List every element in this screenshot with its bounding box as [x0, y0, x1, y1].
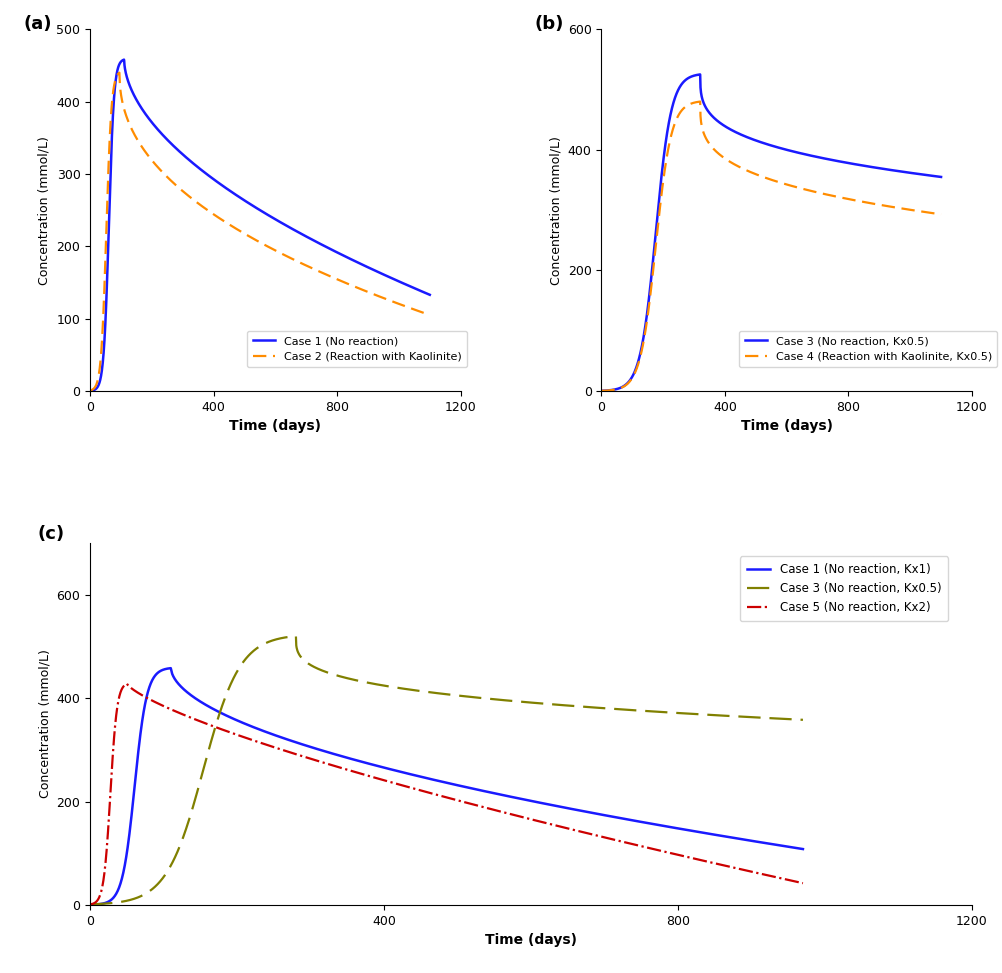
Case 3 (No reaction, Kx0.5)	[613, 382, 625, 394]
Case 3 (No reaction, Kx0.5)	[935, 171, 947, 183]
Case 3 (No reaction, Kx0.5)	[120, 895, 132, 907]
Text: (c): (c)	[37, 525, 64, 543]
Case 3 (No reaction, Kx0.5)	[863, 161, 875, 172]
Y-axis label: Concentration (mmol/L): Concentration (mmol/L)	[38, 135, 51, 284]
Legend: Case 1 (No reaction, Kx1), Case 3 (No reaction, Kx0.5), Case 5 (No reaction, Kx2: Case 1 (No reaction, Kx1), Case 3 (No re…	[739, 557, 949, 621]
Case 2 (Reaction with Kaolinite)	[414, 306, 426, 317]
Line: Case 4 (Reaction with Kaolinite, Kx0.5): Case 4 (Reaction with Kaolinite, Kx0.5)	[601, 101, 941, 391]
Case 1 (No reaction, Kx1)	[777, 840, 789, 851]
Case 1 (No reaction, Kx1)	[797, 844, 809, 855]
Case 1 (No reaction, Kx1)	[431, 775, 443, 786]
Case 3 (No reaction, Kx0.5)	[777, 713, 789, 725]
Case 3 (No reaction, Kx0.5)	[595, 385, 607, 397]
Y-axis label: Concentration (mmol/L): Concentration (mmol/L)	[38, 650, 51, 799]
Case 1 (No reaction, Kx1)	[777, 840, 789, 851]
Case 1 (No reaction, Kx1)	[120, 849, 132, 861]
Case 4 (Reaction with Kaolinite, Kx0.5)	[926, 207, 938, 219]
Case 1 (No reaction, Kx1)	[84, 899, 96, 911]
Case 5 (No reaction, Kx2)	[797, 878, 809, 889]
Case 1 (No reaction, Kx1)	[164, 663, 176, 674]
Case 1 (No reaction, Kx1)	[645, 818, 657, 830]
Case 4 (Reaction with Kaolinite, Kx0.5)	[613, 382, 625, 394]
Case 1 (No reaction)	[424, 289, 436, 301]
Case 1 (No reaction)	[414, 285, 426, 297]
Text: (b): (b)	[535, 15, 564, 33]
X-axis label: Time (days): Time (days)	[485, 933, 577, 947]
Case 4 (Reaction with Kaolinite, Kx0.5)	[694, 95, 706, 107]
Case 4 (Reaction with Kaolinite, Kx0.5)	[761, 172, 773, 184]
Case 5 (No reaction, Kx2)	[777, 873, 789, 884]
Case 1 (No reaction)	[84, 385, 96, 397]
Legend: Case 1 (No reaction), Case 2 (Reaction with Kaolinite): Case 1 (No reaction), Case 2 (Reaction w…	[246, 331, 467, 368]
Line: Case 1 (No reaction, Kx1): Case 1 (No reaction, Kx1)	[90, 668, 803, 905]
Case 3 (No reaction, Kx0.5)	[694, 68, 706, 80]
Case 2 (Reaction with Kaolinite)	[84, 384, 96, 396]
Case 2 (Reaction with Kaolinite)	[240, 229, 253, 240]
Line: Case 3 (No reaction, Kx0.5): Case 3 (No reaction, Kx0.5)	[90, 636, 803, 904]
Text: (a): (a)	[23, 15, 52, 33]
Case 3 (No reaction, Kx0.5)	[761, 138, 773, 150]
Line: Case 2 (Reaction with Kaolinite): Case 2 (Reaction with Kaolinite)	[90, 73, 430, 390]
Case 3 (No reaction, Kx0.5)	[752, 135, 764, 147]
Case 5 (No reaction, Kx2)	[431, 789, 443, 801]
Case 4 (Reaction with Kaolinite, Kx0.5)	[935, 208, 947, 220]
Legend: Case 3 (No reaction, Kx0.5), Case 4 (Reaction with Kaolinite, Kx0.5): Case 3 (No reaction, Kx0.5), Case 4 (Rea…	[738, 331, 997, 368]
Case 3 (No reaction, Kx0.5)	[925, 170, 937, 182]
Case 3 (No reaction, Kx0.5)	[797, 714, 809, 726]
Case 4 (Reaction with Kaolinite, Kx0.5)	[863, 198, 875, 209]
Case 5 (No reaction, Kx2)	[84, 898, 96, 910]
Case 5 (No reaction, Kx2)	[645, 843, 657, 854]
Case 1 (No reaction)	[101, 262, 113, 273]
Case 2 (Reaction with Kaolinite)	[249, 234, 262, 246]
Case 2 (Reaction with Kaolinite)	[352, 282, 364, 294]
Case 4 (Reaction with Kaolinite, Kx0.5)	[925, 207, 937, 219]
Case 1 (No reaction)	[118, 54, 130, 65]
Case 1 (No reaction)	[352, 257, 364, 269]
X-axis label: Time (days): Time (days)	[740, 419, 833, 433]
Case 1 (No reaction)	[249, 201, 262, 213]
Y-axis label: Concentration (mmol/L): Concentration (mmol/L)	[549, 135, 562, 284]
Case 3 (No reaction, Kx0.5)	[431, 687, 443, 699]
Case 5 (No reaction, Kx2)	[412, 784, 424, 796]
Case 5 (No reaction, Kx2)	[120, 678, 132, 690]
Case 1 (No reaction, Kx1)	[412, 771, 424, 782]
Case 5 (No reaction, Kx2)	[121, 678, 133, 690]
Case 1 (No reaction)	[414, 285, 426, 297]
Case 3 (No reaction, Kx0.5)	[412, 685, 424, 697]
Case 3 (No reaction, Kx0.5)	[926, 170, 938, 182]
Case 3 (No reaction, Kx0.5)	[777, 713, 789, 725]
Case 2 (Reaction with Kaolinite)	[424, 309, 436, 321]
Case 2 (Reaction with Kaolinite)	[414, 306, 426, 317]
Line: Case 3 (No reaction, Kx0.5): Case 3 (No reaction, Kx0.5)	[601, 74, 941, 391]
Case 2 (Reaction with Kaolinite)	[101, 189, 113, 200]
Case 5 (No reaction, Kx2)	[777, 873, 789, 884]
Line: Case 1 (No reaction): Case 1 (No reaction)	[90, 59, 430, 391]
Case 3 (No reaction, Kx0.5)	[290, 631, 302, 642]
Case 2 (Reaction with Kaolinite)	[113, 67, 125, 79]
Line: Case 5 (No reaction, Kx2): Case 5 (No reaction, Kx2)	[90, 684, 803, 904]
Case 3 (No reaction, Kx0.5)	[645, 705, 657, 717]
Case 4 (Reaction with Kaolinite, Kx0.5)	[752, 169, 764, 181]
Case 1 (No reaction)	[240, 196, 253, 207]
Case 4 (Reaction with Kaolinite, Kx0.5)	[595, 385, 607, 397]
Case 3 (No reaction, Kx0.5)	[84, 898, 96, 910]
X-axis label: Time (days): Time (days)	[229, 419, 322, 433]
